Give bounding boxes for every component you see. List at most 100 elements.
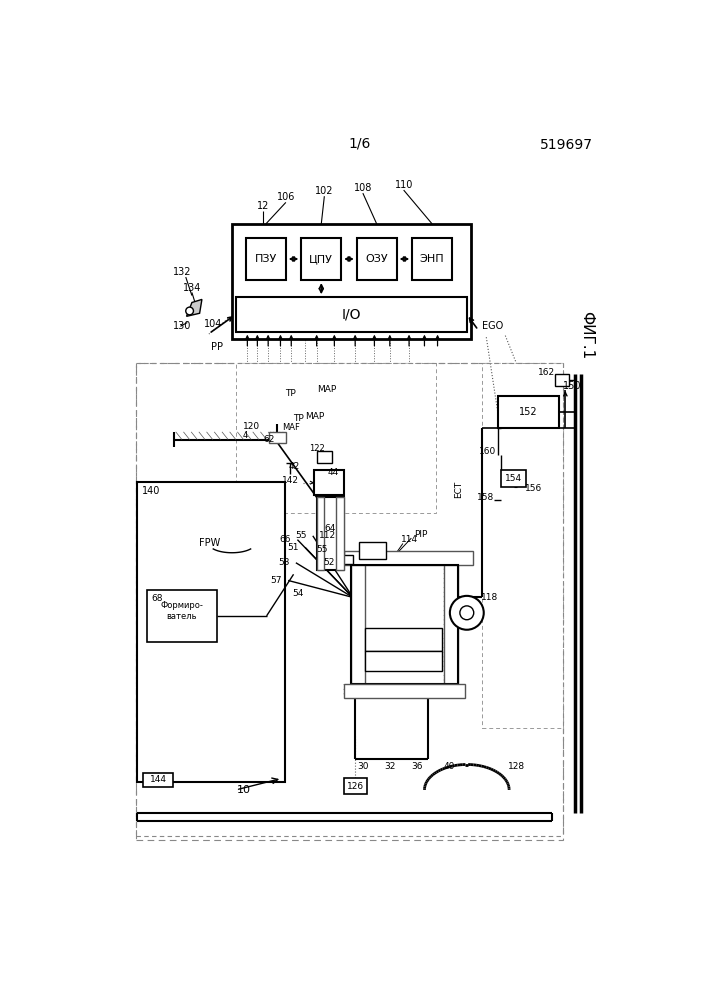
Text: MAP: MAP bbox=[317, 385, 336, 394]
Text: 160: 160 bbox=[479, 447, 496, 456]
Bar bbox=[365, 628, 442, 651]
Bar bbox=[314, 470, 343, 495]
Text: 150: 150 bbox=[563, 381, 581, 391]
Text: 102: 102 bbox=[315, 186, 333, 196]
Bar bbox=[236, 297, 467, 332]
Text: 40: 40 bbox=[444, 762, 455, 771]
Text: 62: 62 bbox=[263, 435, 274, 444]
Text: I/O: I/O bbox=[342, 307, 361, 321]
Text: 66: 66 bbox=[279, 535, 291, 544]
Text: 44: 44 bbox=[328, 468, 339, 477]
Text: Формиро-: Формиро- bbox=[161, 601, 204, 610]
Text: 51: 51 bbox=[287, 543, 299, 552]
Bar bbox=[138, 482, 285, 782]
Text: 68: 68 bbox=[151, 594, 163, 603]
Text: 32: 32 bbox=[384, 762, 395, 771]
Text: 30: 30 bbox=[357, 762, 369, 771]
Text: ФИГ.1: ФИГ.1 bbox=[578, 311, 594, 360]
Text: ватель: ватель bbox=[166, 612, 197, 621]
Text: 10: 10 bbox=[237, 785, 251, 795]
Text: 120: 120 bbox=[244, 422, 260, 431]
Bar bbox=[412, 238, 452, 280]
Text: 144: 144 bbox=[150, 775, 166, 784]
Text: 57: 57 bbox=[270, 576, 282, 585]
Text: 52: 52 bbox=[323, 558, 334, 567]
Text: 140: 140 bbox=[142, 486, 160, 496]
Text: EGO: EGO bbox=[482, 321, 503, 331]
Text: 112: 112 bbox=[319, 531, 336, 540]
Text: ЭНП: ЭНП bbox=[420, 254, 444, 264]
Text: 4: 4 bbox=[242, 431, 248, 440]
Text: 42: 42 bbox=[288, 462, 300, 471]
Text: 158: 158 bbox=[477, 493, 494, 502]
Bar bbox=[143, 773, 173, 787]
Text: TP: TP bbox=[293, 414, 305, 423]
Bar bbox=[135, 363, 563, 840]
Text: FPW: FPW bbox=[199, 538, 220, 548]
Bar bbox=[343, 778, 366, 794]
Text: 114: 114 bbox=[401, 535, 418, 544]
Text: 53: 53 bbox=[278, 558, 290, 567]
Text: ЦПУ: ЦПУ bbox=[310, 254, 333, 264]
Bar bbox=[343, 551, 473, 565]
Circle shape bbox=[460, 606, 474, 620]
Polygon shape bbox=[187, 299, 202, 316]
Text: 519697: 519697 bbox=[541, 138, 593, 152]
Bar bbox=[246, 238, 286, 280]
Bar bbox=[501, 470, 526, 487]
Text: 54: 54 bbox=[292, 589, 303, 598]
Text: 130: 130 bbox=[173, 321, 191, 331]
Text: 104: 104 bbox=[204, 319, 223, 329]
Bar bbox=[269, 432, 286, 443]
Text: ПЗУ: ПЗУ bbox=[255, 254, 277, 264]
Text: 142: 142 bbox=[282, 476, 299, 485]
Text: PIP: PIP bbox=[414, 530, 428, 539]
Bar bbox=[343, 684, 465, 698]
Bar bbox=[147, 590, 216, 642]
Text: 110: 110 bbox=[395, 180, 413, 190]
Bar bbox=[336, 497, 343, 570]
Text: ECT: ECT bbox=[455, 481, 463, 498]
Circle shape bbox=[186, 307, 194, 315]
Bar bbox=[444, 565, 458, 684]
Text: 156: 156 bbox=[524, 484, 542, 493]
Text: 55: 55 bbox=[317, 545, 329, 554]
Text: MAP: MAP bbox=[305, 412, 325, 421]
Text: 162: 162 bbox=[538, 368, 555, 377]
Bar bbox=[236, 363, 436, 513]
Bar bbox=[482, 363, 563, 728]
Circle shape bbox=[450, 596, 484, 630]
Bar bbox=[301, 238, 341, 280]
Text: TP: TP bbox=[285, 389, 296, 398]
Bar bbox=[351, 565, 458, 684]
Text: 122: 122 bbox=[309, 444, 324, 453]
Bar bbox=[555, 374, 569, 386]
Text: 132: 132 bbox=[173, 267, 191, 277]
Bar bbox=[365, 651, 442, 671]
Bar bbox=[317, 451, 332, 463]
Bar bbox=[351, 565, 365, 684]
Text: РР: РР bbox=[211, 342, 223, 352]
Bar bbox=[317, 497, 324, 570]
Text: ОЗУ: ОЗУ bbox=[366, 254, 388, 264]
Bar bbox=[357, 238, 397, 280]
Text: 12: 12 bbox=[256, 201, 269, 211]
Text: 106: 106 bbox=[277, 192, 295, 202]
Bar bbox=[342, 555, 353, 564]
Bar bbox=[359, 542, 386, 559]
Text: 64: 64 bbox=[324, 524, 336, 533]
Text: 154: 154 bbox=[505, 474, 522, 483]
Text: 126: 126 bbox=[347, 782, 364, 791]
Text: 1/6: 1/6 bbox=[349, 136, 371, 150]
Text: 36: 36 bbox=[411, 762, 423, 771]
Bar bbox=[317, 497, 343, 570]
Text: 118: 118 bbox=[481, 593, 498, 602]
Text: 152: 152 bbox=[519, 407, 538, 417]
Bar bbox=[232, 224, 470, 339]
Bar bbox=[498, 396, 559, 428]
Text: 134: 134 bbox=[183, 283, 201, 293]
Text: MAF: MAF bbox=[282, 424, 300, 432]
Text: 55: 55 bbox=[295, 531, 307, 540]
Text: 128: 128 bbox=[508, 762, 525, 771]
Text: 108: 108 bbox=[354, 183, 372, 193]
